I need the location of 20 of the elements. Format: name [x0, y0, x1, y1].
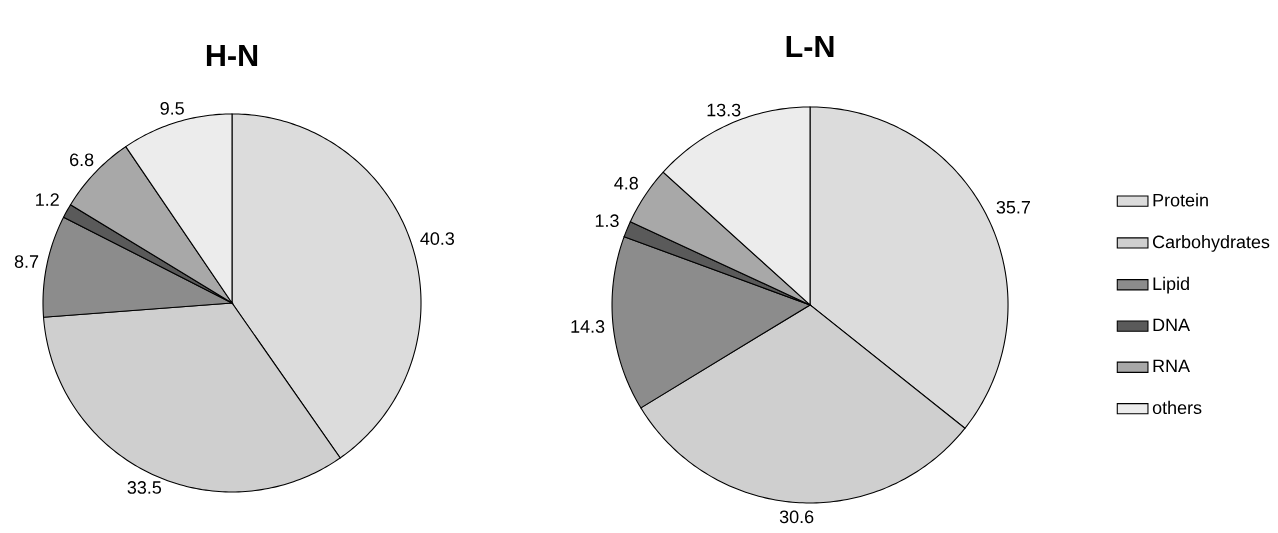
data-label: 35.7 [996, 200, 1030, 214]
data-label: 4.8 [614, 176, 638, 190]
data-label: 1.2 [36, 193, 59, 206]
legend-label: Lipid [1153, 276, 1189, 294]
data-label: 33.5 [127, 481, 162, 494]
data-label: 13.3 [707, 103, 741, 117]
legend-label: RNA [1153, 359, 1190, 373]
data-label: 40.3 [420, 232, 455, 245]
data-label: 6.8 [70, 153, 94, 167]
data-label: 9.5 [160, 102, 184, 115]
legend-label: Carbohydrates [1153, 235, 1270, 252]
legend-label: Protein [1153, 193, 1208, 207]
data-label: 14.3 [571, 320, 605, 333]
chart-title: L-N [786, 36, 834, 58]
chart-title: H-N [206, 45, 258, 67]
data-label: 1.3 [595, 214, 619, 228]
data-label: 8.7 [14, 255, 39, 268]
legend-label: others [1152, 400, 1202, 415]
data-label: 30.6 [779, 510, 814, 524]
legend-label: DNA [1153, 318, 1190, 332]
